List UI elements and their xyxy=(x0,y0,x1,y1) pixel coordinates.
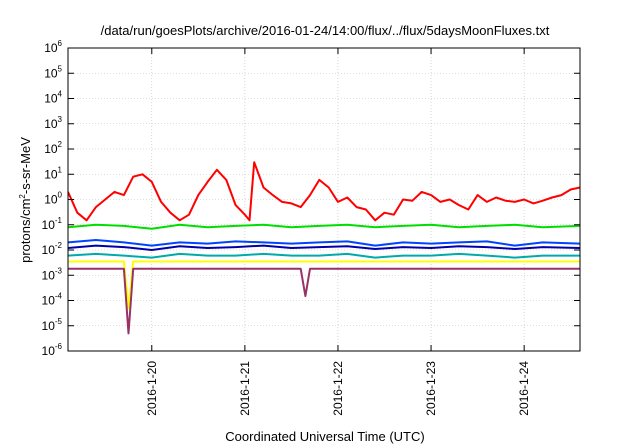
y-tick-label: 105 xyxy=(44,64,62,80)
x-ticks: 2016-1-20 2016-1-21 2016-1-22 2016-1-23 2016… xyxy=(145,48,531,416)
series-line xyxy=(68,161,580,222)
y-tick-label: 10-3 xyxy=(42,266,63,282)
chart-title: /data/run/goesPlots/archive/2016-01-24/1… xyxy=(101,23,550,38)
y-tick-label: 10-6 xyxy=(42,342,63,358)
x-tick-label: 2016-1-23 xyxy=(424,361,438,416)
series-group xyxy=(68,161,580,335)
y-ticks: 10-6 10-5 10-4 10-3 10-2 10-1 100 101 102 103 104 1… xyxy=(42,39,580,358)
y-tick-label: 103 xyxy=(44,115,62,131)
x-tick-label: 2016-1-20 xyxy=(145,361,159,416)
series-line xyxy=(68,260,580,310)
x-tick-label: 2016-1-24 xyxy=(517,361,531,416)
y-axis-label: protons/cm2-s-sr-MeV xyxy=(18,137,33,263)
y-tick-label: 104 xyxy=(44,90,62,106)
series-line xyxy=(68,267,580,335)
x-tick-label: 2016-1-22 xyxy=(331,361,345,416)
y-tick-label: 10-5 xyxy=(42,317,63,333)
series-line xyxy=(68,239,580,247)
y-tick-label: 101 xyxy=(44,165,62,181)
series-line xyxy=(68,244,580,251)
y-tick-label: 100 xyxy=(44,191,62,207)
series-line xyxy=(68,252,580,259)
x-tick-label: 2016-1-21 xyxy=(238,361,252,416)
series-line xyxy=(68,223,580,230)
y-tick-label: 106 xyxy=(44,39,62,55)
y-tick-label: 10-4 xyxy=(42,292,63,308)
y-tick-label: 102 xyxy=(44,140,62,156)
y-tick-label: 10-2 xyxy=(42,241,63,257)
y-tick-label: 10-1 xyxy=(42,216,63,232)
x-axis-label: Coordinated Universal Time (UTC) xyxy=(225,429,424,444)
